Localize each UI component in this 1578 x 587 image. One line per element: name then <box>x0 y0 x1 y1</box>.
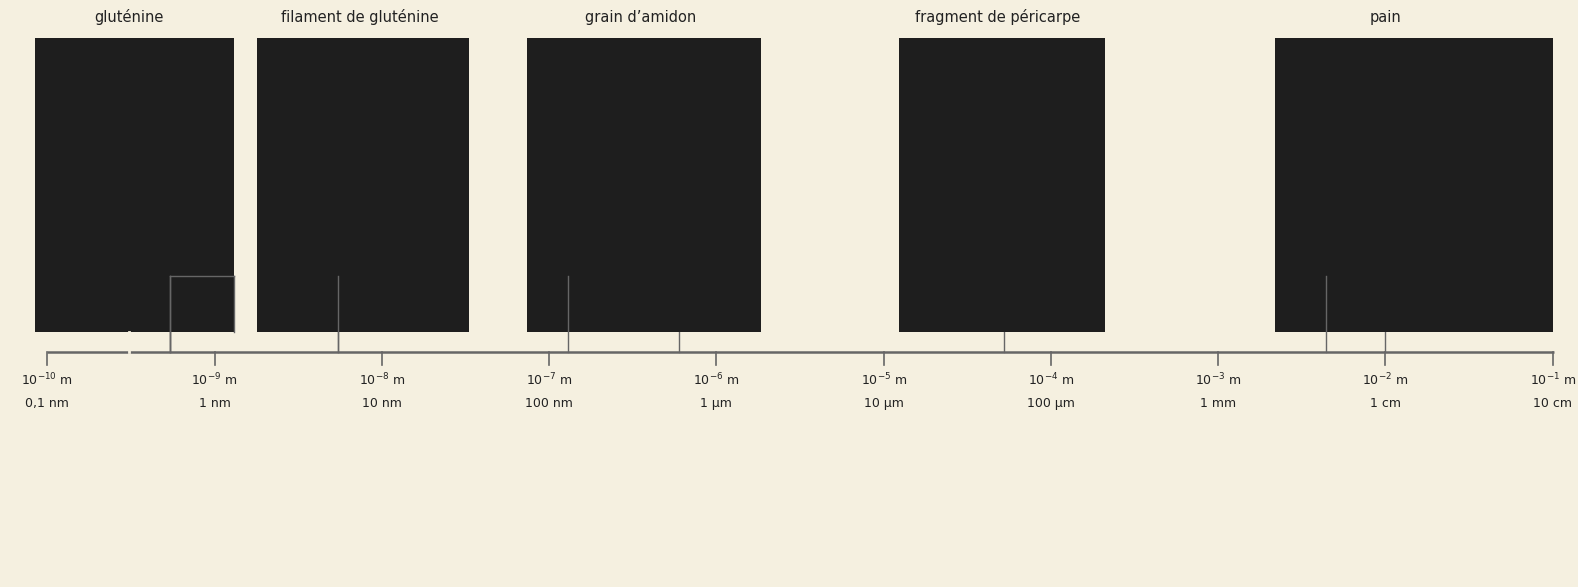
Text: $10^{-4}$ m: $10^{-4}$ m <box>1027 372 1075 389</box>
Text: fragment de péricarpe: fragment de péricarpe <box>915 9 1079 25</box>
Text: $10^{-6}$ m: $10^{-6}$ m <box>693 372 740 389</box>
Text: $10^{-3}$ m: $10^{-3}$ m <box>1195 372 1242 389</box>
Text: 100 nm: 100 nm <box>525 397 573 410</box>
Text: $10^{-7}$ m: $10^{-7}$ m <box>525 372 573 389</box>
Text: amylase: amylase <box>308 253 368 267</box>
Text: filament de gluténine: filament de gluténine <box>281 9 439 25</box>
Text: $10^{-8}$ m: $10^{-8}$ m <box>358 372 406 389</box>
Text: gluténine: gluténine <box>95 9 164 25</box>
Text: 10 nm: 10 nm <box>361 397 402 410</box>
Text: 1 μm: 1 μm <box>701 397 732 410</box>
Text: $10^{-5}$ m: $10^{-5}$ m <box>860 372 907 389</box>
Text: $10^{-2}$ m: $10^{-2}$ m <box>1362 372 1409 389</box>
Text: alvéole: alvéole <box>1300 253 1351 267</box>
Bar <box>899 38 1105 332</box>
Text: $10^{-1}$ m: $10^{-1}$ m <box>1529 372 1576 389</box>
Text: $10^{-10}$ m: $10^{-10}$ m <box>22 372 73 389</box>
Bar <box>1275 38 1553 332</box>
Bar <box>257 38 469 332</box>
Text: pain: pain <box>1370 10 1401 25</box>
Text: liaison C-C: liaison C-C <box>134 253 207 267</box>
Text: 10 μm: 10 μm <box>863 397 904 410</box>
Bar <box>527 38 761 332</box>
Text: film gluten: film gluten <box>530 253 606 267</box>
Text: 1 mm: 1 mm <box>1201 397 1236 410</box>
Text: grain d’amidon: grain d’amidon <box>585 10 696 25</box>
Text: 1 cm: 1 cm <box>1370 397 1401 410</box>
Text: $10^{-9}$ m: $10^{-9}$ m <box>191 372 238 389</box>
Text: 0,1 nm: 0,1 nm <box>25 397 69 410</box>
Text: 10 cm: 10 cm <box>1534 397 1572 410</box>
Text: 100 μm: 100 μm <box>1027 397 1075 410</box>
Text: 1 nm: 1 nm <box>199 397 230 410</box>
Bar <box>35 38 234 332</box>
